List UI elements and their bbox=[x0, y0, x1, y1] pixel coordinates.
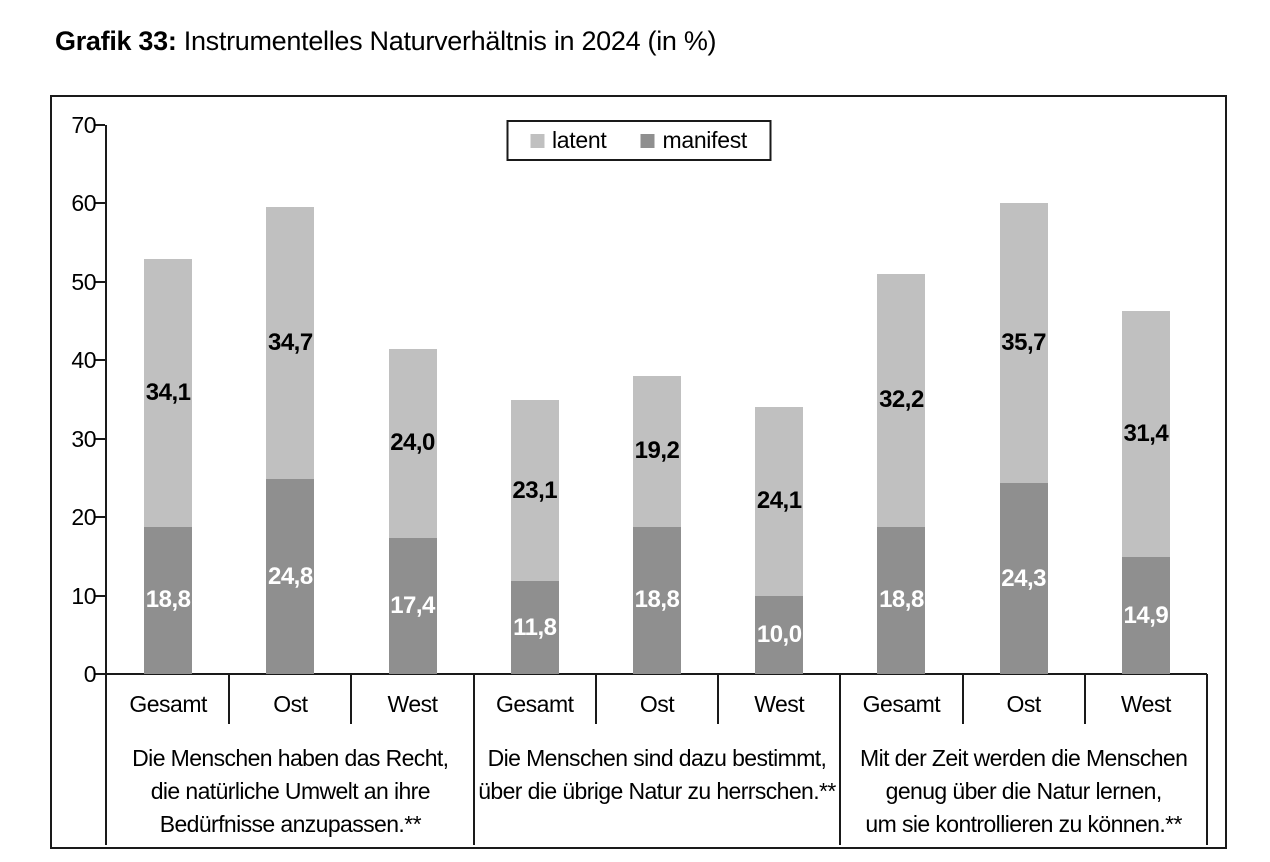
group-question-line: genug über die Natur lernen, bbox=[885, 778, 1163, 804]
category-separator bbox=[350, 674, 353, 724]
group-question-line: Bedürfnisse anzupassen.** bbox=[159, 811, 422, 837]
category-label: Gesamt bbox=[496, 691, 574, 717]
chart-title-prefix: Grafik 33: bbox=[55, 26, 177, 56]
y-tick-label: 50 bbox=[71, 268, 96, 295]
category-separator bbox=[228, 674, 231, 724]
bar-segment-manifest bbox=[1121, 557, 1170, 674]
legend-label-manifest: manifest bbox=[662, 127, 747, 153]
bar-value-label-manifest: 18,8 bbox=[634, 586, 680, 614]
y-tick bbox=[95, 359, 105, 362]
category-separator bbox=[717, 674, 720, 724]
group-question: Mit der Zeit werden die Menschen genug üb… bbox=[844, 742, 1203, 841]
y-tick-label: 10 bbox=[71, 582, 96, 609]
bar-segment-manifest bbox=[755, 595, 804, 674]
bar-value-label-manifest: 18,8 bbox=[879, 586, 924, 614]
bar-value-label-latent: 19,2 bbox=[634, 437, 680, 465]
chart-frame: latent manifest 0 10 20 30 40 50 60 70 18,8 34,1 G… bbox=[50, 95, 1227, 849]
bar-value-label-latent: 31,4 bbox=[1123, 420, 1169, 447]
bar-value-label-latent: 24,0 bbox=[390, 429, 435, 457]
category-separator bbox=[961, 674, 964, 724]
y-tick-label: 0 bbox=[83, 661, 97, 687]
bar-value-label-latent: 34,1 bbox=[145, 378, 191, 406]
chart-title-text: Instrumentelles Naturverhältnis in 2024 … bbox=[176, 26, 717, 56]
bar-segment-manifest bbox=[877, 526, 926, 674]
group-question: Die Menschen sind dazu bestimmt, über die… bbox=[478, 742, 836, 808]
group-question-line: um sie kontrollieren zu können.** bbox=[865, 811, 1182, 837]
bar-value-label-manifest: 10,0 bbox=[756, 620, 802, 648]
bar-segment-latent bbox=[1121, 310, 1170, 558]
bar-segment-manifest bbox=[999, 483, 1048, 674]
bar-value-label-latent: 24,1 bbox=[756, 487, 802, 515]
category-separator bbox=[594, 674, 597, 724]
y-tick-label: 20 bbox=[71, 504, 96, 531]
group-separator bbox=[105, 674, 107, 845]
category-label: Gesamt bbox=[129, 691, 207, 717]
bar-value-label-latent: 32,2 bbox=[879, 386, 924, 414]
bar-segment-latent bbox=[633, 375, 681, 527]
group-separator bbox=[472, 674, 475, 845]
legend-item-latent: latent bbox=[530, 127, 607, 154]
bar-segment-latent bbox=[999, 203, 1048, 484]
y-tick bbox=[95, 594, 105, 597]
y-tick bbox=[95, 202, 105, 205]
bar-segment-latent bbox=[510, 400, 559, 582]
bar-value-label-latent: 23,1 bbox=[512, 476, 558, 504]
category-label: Ost bbox=[1006, 691, 1042, 717]
y-tick bbox=[95, 516, 105, 519]
bar-segment-manifest bbox=[266, 479, 315, 674]
group-question-line: über die übrige Natur zu herrschen.** bbox=[478, 778, 836, 804]
bar-value-label-latent: 34,7 bbox=[267, 329, 313, 357]
y-tick-label: 40 bbox=[71, 347, 96, 374]
y-tick bbox=[95, 437, 105, 440]
bar-value-label-latent: 35,7 bbox=[1001, 329, 1047, 357]
y-tick-label: 30 bbox=[71, 425, 96, 452]
legend-item-manifest: manifest bbox=[640, 127, 747, 154]
bar-segment-latent bbox=[388, 349, 437, 538]
group-question: Die Menschen haben das Recht, die natürli… bbox=[111, 742, 470, 841]
group-question-line: Die Menschen haben das Recht, bbox=[132, 745, 449, 771]
group-separator bbox=[1206, 674, 1208, 845]
category-label: Ost bbox=[273, 691, 308, 717]
category-separator bbox=[1083, 674, 1086, 724]
legend-swatch-latent-icon bbox=[530, 133, 544, 148]
chart-title: Grafik 33: Instrumentelles Naturverhältn… bbox=[55, 26, 717, 57]
y-tick bbox=[95, 673, 105, 675]
bar-value-label-manifest: 24,3 bbox=[1001, 564, 1047, 592]
group-question-line: Mit der Zeit werden die Menschen bbox=[860, 745, 1188, 771]
y-tick-label: 60 bbox=[71, 190, 96, 217]
bar-segment-manifest bbox=[388, 537, 437, 674]
category-label: Gesamt bbox=[862, 691, 941, 717]
x-axis bbox=[107, 673, 1207, 675]
bar-segment-manifest bbox=[510, 581, 559, 674]
bar-value-label-manifest: 24,8 bbox=[267, 562, 313, 590]
legend-swatch-manifest-icon bbox=[640, 133, 655, 148]
category-label: West bbox=[387, 691, 438, 717]
legend-label-latent: latent bbox=[552, 127, 607, 153]
category-label: West bbox=[754, 691, 805, 717]
bar-value-label-manifest: 18,8 bbox=[145, 586, 191, 614]
bar-value-label-manifest: 11,8 bbox=[513, 613, 557, 641]
y-tick-label: 70 bbox=[71, 112, 96, 138]
bar-segment-latent bbox=[144, 259, 193, 527]
y-tick bbox=[95, 280, 105, 283]
bar-segment-manifest bbox=[633, 526, 681, 674]
bar-segment-latent bbox=[755, 406, 804, 596]
bar-segment-latent bbox=[266, 207, 315, 480]
group-separator bbox=[839, 674, 842, 845]
category-label: West bbox=[1120, 691, 1171, 717]
bar-value-label-manifest: 14,9 bbox=[1123, 601, 1169, 629]
legend: latent manifest bbox=[506, 120, 771, 161]
bar-value-label-manifest: 17,4 bbox=[390, 591, 435, 619]
group-question-line: die natürliche Umwelt an ihre bbox=[150, 778, 431, 804]
bar-segment-manifest bbox=[144, 526, 193, 674]
bar-segment-latent bbox=[877, 274, 926, 527]
group-question-line: Die Menschen sind dazu bestimmt, bbox=[487, 745, 827, 771]
category-label: Ost bbox=[639, 691, 675, 717]
y-axis bbox=[105, 125, 107, 674]
y-tick bbox=[95, 124, 105, 126]
